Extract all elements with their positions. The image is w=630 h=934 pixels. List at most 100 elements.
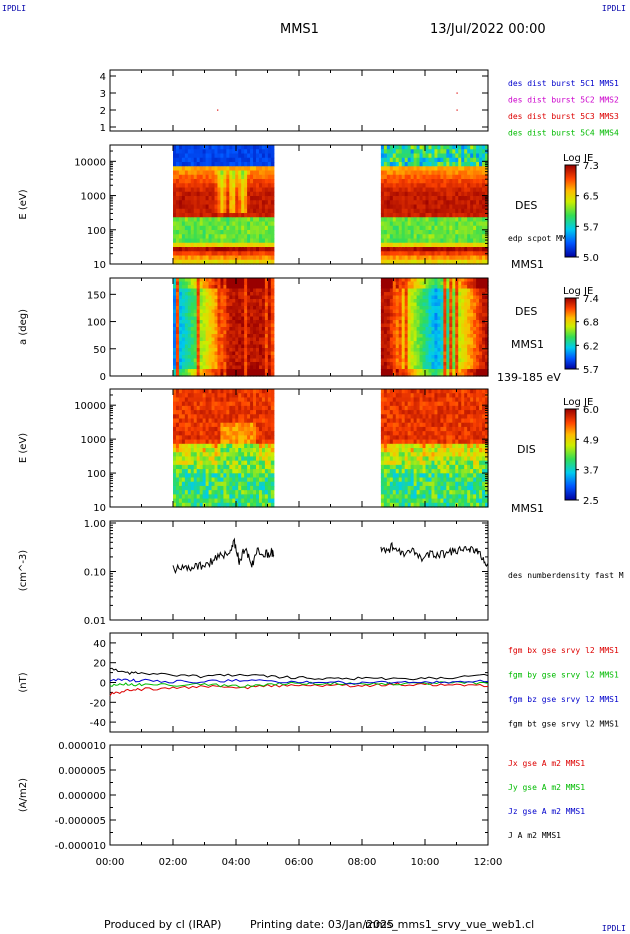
heatmap-cell [264,285,269,290]
heatmap-cell [455,281,459,286]
heatmap-cell [220,337,224,342]
heatmap-cell [247,225,251,231]
heatmap-cell [383,351,388,356]
heatmap-cell [392,295,397,300]
heatmap-cell [267,362,272,367]
heatmap-cell [217,418,222,424]
heatmap-cell [220,299,224,304]
heatmap-cell [386,196,391,201]
heatmap-cell [389,149,394,155]
burst-point [456,92,458,94]
heatmap-cell [443,204,447,210]
heatmap-cell [386,348,391,353]
heatmap-cell [413,183,418,189]
heatmap-cell [184,418,189,424]
heatmap-cell [410,337,415,342]
heatmap-cell [464,292,468,297]
heatmap-cell [250,348,254,353]
heatmap-cell [208,330,213,335]
heatmap-cell [476,313,480,318]
burst-legend-entry: des dist burst 5C3 MMS3 [508,112,619,121]
heatmap-cell [256,295,260,300]
heatmap-cell [392,187,397,193]
heatmap-cell [401,299,406,304]
heatmap-cell [461,369,465,374]
burst-point [456,109,458,111]
heatmap-cell [482,344,486,349]
heatmap-cell [458,372,462,377]
heatmap-cell [383,348,388,353]
heatmap-cell [383,355,388,360]
heatmap-cell [178,191,183,197]
heatmap-cell [464,288,468,293]
heatmap-cell [184,401,189,407]
heatmap-cell [383,369,388,374]
heatmap-cell [440,372,444,377]
heatmap-cell [175,166,180,172]
heatmap-cell [455,285,459,290]
heatmap-cell [401,330,406,335]
heatmap-cell [187,477,192,483]
heatmap-cell [244,170,248,176]
heatmap-cell [190,213,195,218]
heatmap-cell [184,351,189,356]
heatmap-cell [407,309,412,314]
heatmap-cell [398,330,403,335]
heatmap-cell [458,225,462,231]
heatmap-cell [404,149,409,155]
heatmap-cell [464,170,468,176]
heatmap-cell [202,422,207,428]
heatmap-cell [425,242,430,248]
heatmap-cell [422,299,427,304]
heatmap-cell [461,170,465,176]
heatmap-cell [214,393,219,399]
heatmap-cell [223,337,227,342]
heatmap-cell [181,397,186,403]
heatmap-cell [404,365,409,370]
heatmap-cell [241,153,245,159]
heatmap-cell [205,426,210,432]
heatmap-cell [485,259,489,265]
heatmap-cell [214,448,219,453]
heatmap-cell [267,355,272,360]
heatmap-cell [226,309,230,314]
heatmap-cell [181,251,186,257]
heatmap-cell [173,456,177,462]
heatmap-cell [422,230,427,235]
heatmap-cell [416,208,421,214]
heatmap-cell [235,213,239,218]
heatmap-cell [398,204,403,210]
heatmap-cell [214,469,219,474]
heatmap-cell [250,362,254,367]
heatmap-cell [247,157,251,163]
heatmap-cell [244,481,248,487]
heatmap-cell [404,183,409,189]
heatmap-cell [416,200,421,206]
heatmap-cell [173,242,177,248]
heatmap-cell [416,230,421,235]
heatmap-cell [458,341,462,346]
heatmap-cell [202,183,207,189]
heatmap-cell [220,401,224,407]
heatmap-cell [247,330,251,335]
heatmap-cell [199,426,204,432]
heatmap-cell [190,490,195,495]
heatmap-cell [247,358,251,363]
heatmap-cell [238,452,242,458]
heatmap-cell [173,281,177,286]
heatmap-cell [479,306,483,311]
heatmap-cell [389,179,394,184]
heatmap-cell [437,208,442,214]
heatmap-cell [404,187,409,193]
heatmap-cell [220,418,224,424]
heatmap-cell [449,217,453,223]
heatmap-cell [217,337,222,342]
heatmap-cell [398,208,403,214]
heatmap-cell [238,204,242,210]
heatmap-cell [267,316,272,321]
heatmap-cell [383,372,388,377]
heatmap-cell [244,238,248,244]
heatmap-cell [214,337,219,342]
heatmap-cell [386,247,391,252]
heatmap-cell [470,323,474,328]
